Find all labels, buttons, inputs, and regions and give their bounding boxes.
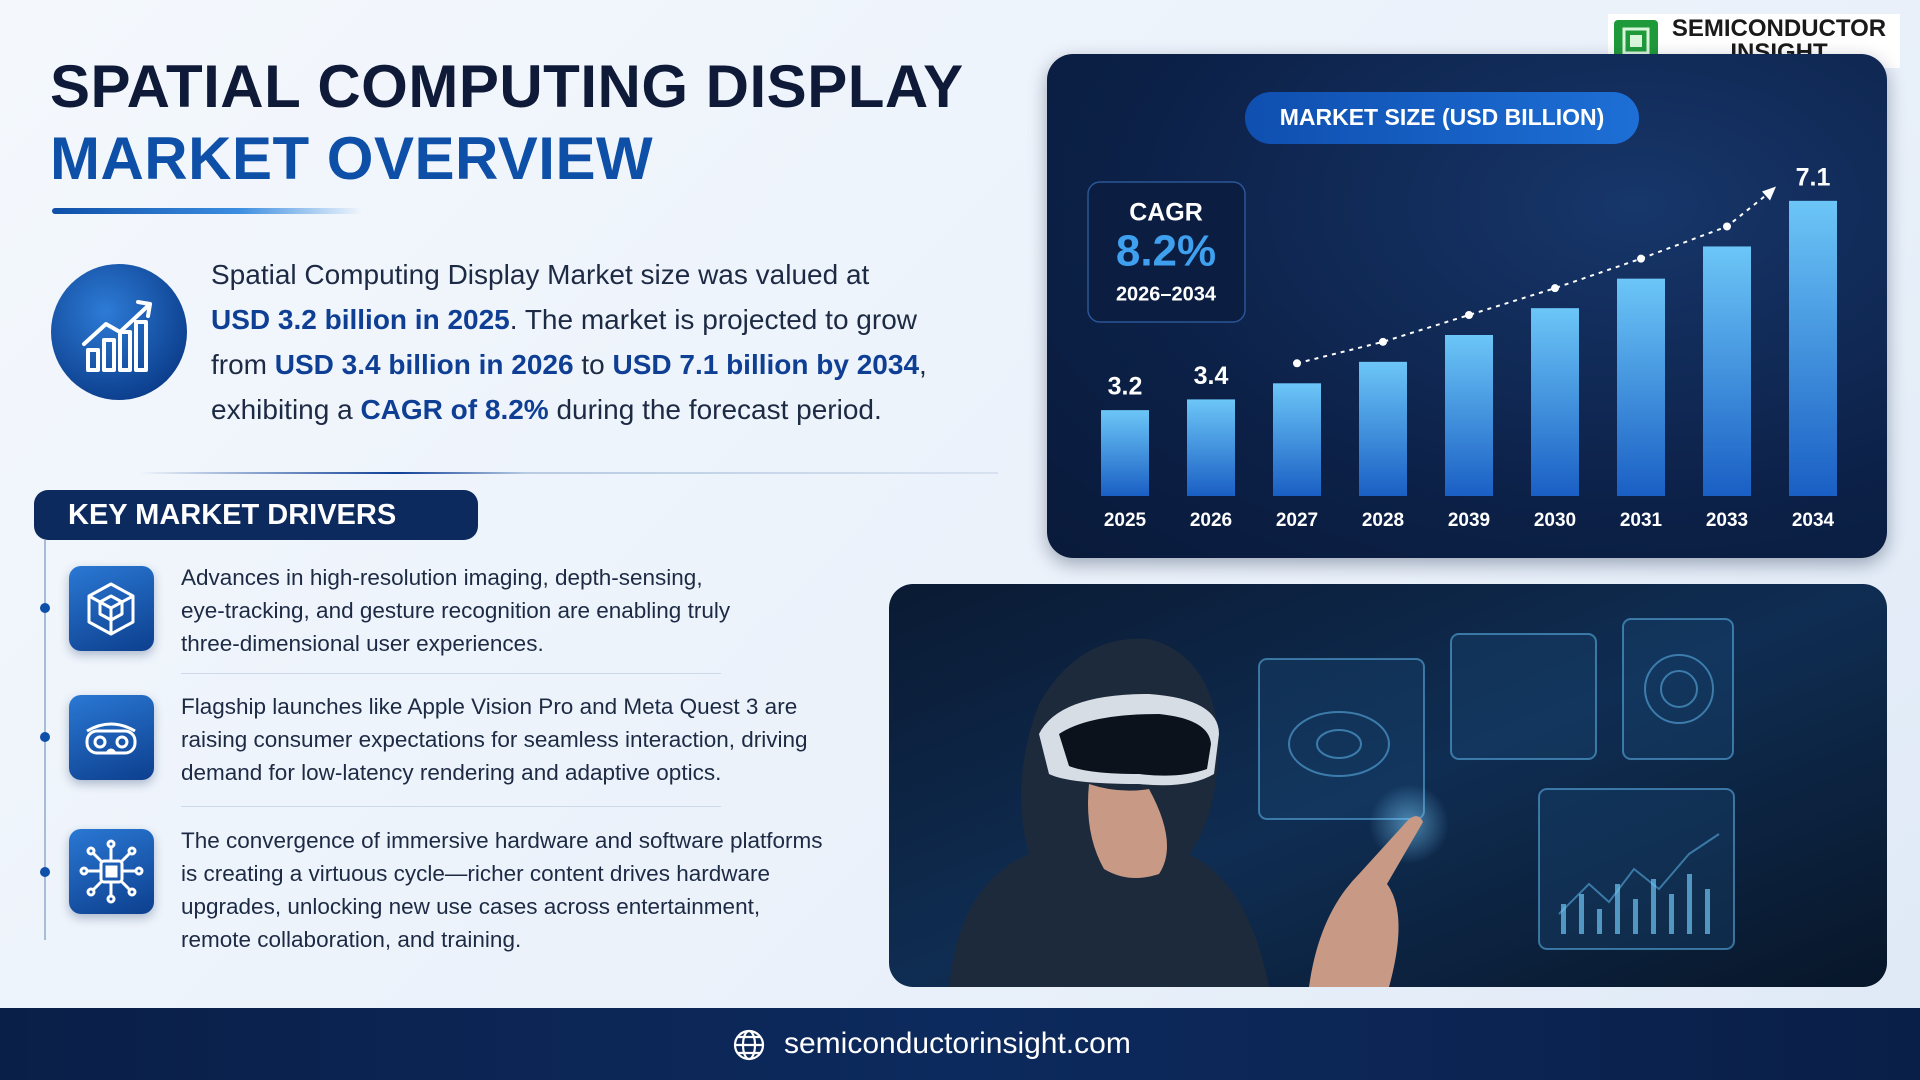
chart-panel: MARKET SIZE (USD BILLION) CAGR 8.2% 2026…: [1047, 54, 1887, 558]
drivers-title: KEY MARKET DRIVERS: [34, 490, 478, 540]
summary-highlight: CAGR of 8.2%: [360, 394, 549, 425]
summary-text: to: [573, 349, 613, 380]
chart: MARKET SIZE (USD BILLION) CAGR 8.2% 2026…: [1087, 92, 1837, 531]
driver-text: Advances in high-resolution imaging, dep…: [181, 565, 731, 656]
x-tick-label: 2027: [1276, 510, 1318, 531]
summary: Spatial Computing Display Market size wa…: [211, 252, 927, 432]
summary-text: ,: [919, 349, 927, 380]
logo-icon: [1614, 20, 1658, 62]
footer-url: semiconductorinsight.com: [784, 1027, 1131, 1060]
cagr-value: 8.2%: [1116, 227, 1216, 276]
summary-text: Spatial Computing Display Market size wa…: [211, 259, 870, 290]
summary-icon: [51, 264, 187, 400]
network-icon: [79, 839, 144, 904]
driver-icon: [69, 695, 154, 780]
globe-icon: [733, 1029, 765, 1061]
trend-dot: [1293, 359, 1301, 368]
value-label: 7.1: [1796, 163, 1831, 191]
x-tick-label: 2030: [1534, 510, 1576, 531]
title-underline: [52, 208, 362, 214]
bar: [1101, 410, 1149, 496]
summary-highlight: USD 7.1 billion by 2034: [612, 349, 920, 380]
cagr-period: 2026–2034: [1116, 283, 1217, 305]
logo-line: SEMICONDUCTOR: [1671, 15, 1887, 42]
value-label: 3.2: [1108, 373, 1143, 401]
value-label: 3.4: [1194, 362, 1229, 390]
driver-separator: [181, 673, 721, 674]
trend-arrow: [1762, 186, 1776, 201]
summary-highlight: USD 3.4 billion in 2026: [274, 349, 574, 380]
x-tick-label: 2025: [1104, 510, 1147, 531]
timeline-dot: [40, 732, 50, 742]
separator: [140, 472, 998, 474]
hero-illustration: [889, 584, 1887, 987]
driver-text: The convergence of immersive hardware an…: [181, 828, 823, 952]
timeline-dot: [40, 867, 50, 877]
bar: [1273, 383, 1321, 496]
driver-icon: [69, 566, 154, 651]
chart-title-pill: [1245, 92, 1639, 144]
trend-dot: [1379, 337, 1387, 346]
cagr-box: [1087, 181, 1246, 323]
summary-text: during the forecast period.: [548, 394, 882, 425]
timeline-dot: [40, 603, 50, 613]
title-line: MARKET OVERVIEW: [50, 125, 654, 192]
headset-icon: [85, 722, 137, 755]
x-tick-label: 2026: [1190, 510, 1232, 531]
x-tick-label: 2031: [1620, 510, 1663, 531]
cube-icon: [87, 582, 135, 636]
cagr-label: CAGR: [1129, 199, 1203, 227]
x-tick-label: 2033: [1706, 510, 1748, 531]
trend-dot: [1465, 311, 1473, 319]
summary-text: . The market is projected to grow: [509, 304, 917, 335]
summary-text: exhibiting a: [211, 394, 361, 425]
driver-icon: [69, 829, 154, 914]
footer: semiconductorinsight.com: [0, 1008, 1920, 1080]
bar: [1359, 361, 1407, 496]
trend-dot: [1723, 222, 1731, 231]
title-line: SPATIAL COMPUTING DISPLAY: [50, 53, 964, 120]
bar: [1617, 278, 1665, 496]
bar: [1703, 246, 1751, 496]
bar: [1531, 308, 1579, 496]
bar: [1789, 200, 1837, 497]
trend-dot: [1637, 254, 1645, 263]
summary-text: from: [211, 349, 275, 380]
trend-dot: [1551, 284, 1559, 293]
driver-separator: [181, 806, 721, 807]
x-tick-label: 2039: [1448, 510, 1490, 531]
x-tick-label: 2028: [1362, 510, 1404, 531]
bar: [1187, 399, 1235, 496]
hero-image: [889, 584, 1887, 987]
bar: [1445, 335, 1493, 496]
driver-text: Flagship launches like Apple Vision Pro …: [181, 694, 808, 785]
chart-title: MARKET SIZE (USD BILLION): [1280, 104, 1605, 130]
summary-highlight: USD 3.2 billion in 2025: [211, 304, 510, 335]
x-tick-label: 2034: [1792, 510, 1835, 531]
